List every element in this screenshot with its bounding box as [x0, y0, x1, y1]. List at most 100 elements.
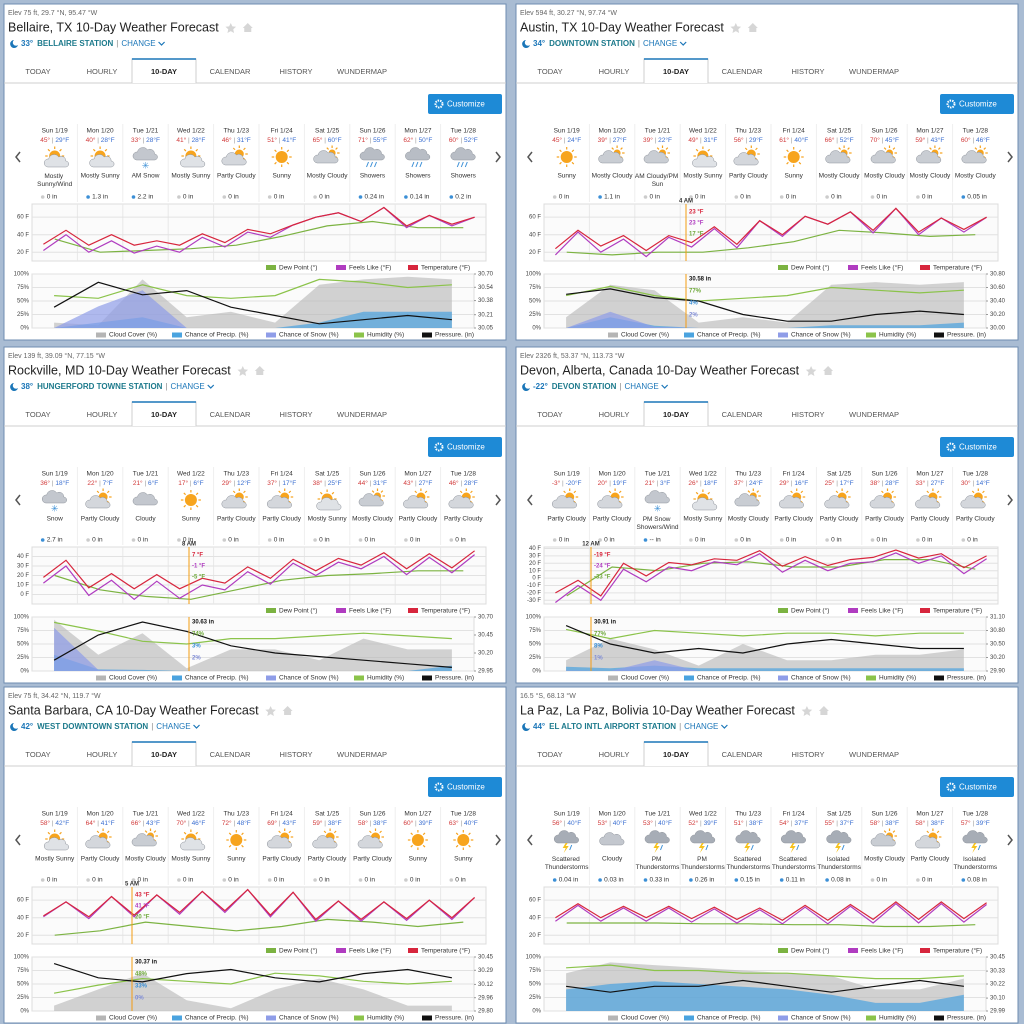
- day-condition: Partly Cloudy: [911, 856, 950, 863]
- customize-button[interactable]: [940, 437, 1014, 457]
- hover-value: -1 °F: [192, 564, 205, 570]
- tab[interactable]: HOURLY: [87, 410, 118, 419]
- prev-arrow[interactable]: [527, 494, 533, 506]
- cloud: [690, 830, 716, 844]
- tab[interactable]: HISTORY: [279, 750, 312, 759]
- high-temp: 66°: [825, 136, 835, 144]
- tab[interactable]: TODAY: [537, 410, 562, 419]
- tab[interactable]: WUNDERMAP: [849, 67, 899, 76]
- tab[interactable]: HISTORY: [791, 67, 824, 76]
- tab[interactable]: CALENDAR: [722, 410, 763, 419]
- prev-arrow[interactable]: [15, 494, 21, 506]
- tab[interactable]: TODAY: [537, 750, 562, 759]
- next-arrow[interactable]: [1007, 834, 1013, 846]
- home-icon[interactable]: [254, 366, 265, 375]
- customize-button[interactable]: [428, 94, 502, 114]
- next-arrow[interactable]: [1007, 494, 1013, 506]
- favorite-star[interactable]: [225, 23, 237, 33]
- tab[interactable]: TODAY: [25, 410, 50, 419]
- change-link[interactable]: CHANGE: [171, 382, 205, 391]
- tab[interactable]: HISTORY: [791, 410, 824, 419]
- day-temps: 70° | 45°F: [870, 136, 899, 144]
- change-link[interactable]: CHANGE: [121, 39, 155, 48]
- next-arrow[interactable]: [1007, 151, 1013, 163]
- favorite-star[interactable]: [265, 706, 276, 716]
- tab[interactable]: 10-DAY: [663, 750, 689, 759]
- tab[interactable]: CALENDAR: [210, 750, 251, 759]
- snowflake: ✳: [51, 503, 59, 513]
- day-date: Sat 1/25: [827, 471, 852, 478]
- home-icon[interactable]: [282, 706, 293, 715]
- tab[interactable]: WUNDERMAP: [849, 410, 899, 419]
- y-tick-label: 75%: [17, 628, 30, 634]
- tab[interactable]: CALENDAR: [722, 67, 763, 76]
- customize-button[interactable]: [940, 777, 1014, 797]
- tab[interactable]: HISTORY: [279, 67, 312, 76]
- next-arrow[interactable]: [495, 151, 501, 163]
- customize-button[interactable]: [428, 437, 502, 457]
- customize-button[interactable]: [940, 94, 1014, 114]
- prev-arrow[interactable]: [15, 151, 21, 163]
- tab[interactable]: HOURLY: [87, 750, 118, 759]
- day-precip: 0 in: [319, 537, 330, 544]
- customize-label[interactable]: Customize: [447, 783, 485, 792]
- tab[interactable]: WUNDERMAP: [849, 750, 899, 759]
- next-arrow[interactable]: [495, 834, 501, 846]
- tab[interactable]: WUNDERMAP: [337, 410, 387, 419]
- tab[interactable]: 10-DAY: [663, 410, 689, 419]
- home-icon[interactable]: [818, 706, 829, 715]
- favorite-star[interactable]: [237, 366, 249, 376]
- home-icon[interactable]: [823, 366, 834, 375]
- tab[interactable]: TODAY: [537, 67, 562, 76]
- tab[interactable]: WUNDERMAP: [337, 750, 387, 759]
- tab[interactable]: HOURLY: [599, 67, 630, 76]
- prev-arrow[interactable]: [527, 834, 533, 846]
- tab[interactable]: 10-DAY: [151, 67, 177, 76]
- tab[interactable]: TODAY: [25, 67, 50, 76]
- low-temp: 38°F: [749, 819, 763, 827]
- hover-time: 12 AM: [582, 542, 599, 548]
- customize-label[interactable]: Customize: [959, 783, 997, 792]
- precip-icon: [404, 538, 408, 542]
- y2-tick-label: 29.99: [990, 1009, 1006, 1015]
- tab[interactable]: HOURLY: [599, 750, 630, 759]
- sun-ray: [195, 148, 199, 152]
- favorite-star[interactable]: [805, 366, 817, 376]
- change-link[interactable]: CHANGE: [643, 39, 677, 48]
- home-icon[interactable]: [242, 23, 253, 32]
- change-link[interactable]: CHANGE: [156, 722, 190, 731]
- tab[interactable]: 10-DAY: [663, 67, 689, 76]
- tab[interactable]: HOURLY: [87, 67, 118, 76]
- tab[interactable]: CALENDAR: [210, 67, 251, 76]
- tab[interactable]: 10-DAY: [151, 750, 177, 759]
- change-link[interactable]: CHANGE: [624, 382, 658, 391]
- change-link[interactable]: CHANGE: [684, 722, 718, 731]
- favorite-star[interactable]: [801, 706, 813, 716]
- tab[interactable]: CALENDAR: [210, 410, 251, 419]
- y-tick-label: 100%: [14, 955, 30, 961]
- prev-arrow[interactable]: [527, 151, 533, 163]
- prev-arrow[interactable]: [15, 834, 21, 846]
- customize-label[interactable]: Customize: [447, 443, 485, 452]
- sun-ray: [288, 490, 292, 494]
- tab[interactable]: HISTORY: [279, 410, 312, 419]
- customize-button[interactable]: [428, 777, 502, 797]
- customize-label[interactable]: Customize: [959, 100, 997, 109]
- forecast-area: [566, 981, 964, 1011]
- y-tick-label: 50%: [17, 982, 30, 988]
- tab[interactable]: WUNDERMAP: [337, 67, 387, 76]
- tab[interactable]: TODAY: [25, 750, 50, 759]
- next-arrow[interactable]: [495, 494, 501, 506]
- legend-swatch: [684, 1015, 694, 1021]
- tab[interactable]: HISTORY: [791, 750, 824, 759]
- tab[interactable]: CALENDAR: [722, 750, 763, 759]
- favorite-star[interactable]: [730, 23, 742, 33]
- station-temp: 42°: [21, 722, 33, 731]
- customize-label[interactable]: Customize: [447, 100, 485, 109]
- home-icon[interactable]: [747, 23, 758, 32]
- precip-icon: [404, 878, 408, 882]
- customize-label[interactable]: Customize: [959, 443, 997, 452]
- low-temp: 41°F: [101, 819, 115, 827]
- tab[interactable]: HOURLY: [599, 410, 630, 419]
- tab[interactable]: 10-DAY: [151, 410, 177, 419]
